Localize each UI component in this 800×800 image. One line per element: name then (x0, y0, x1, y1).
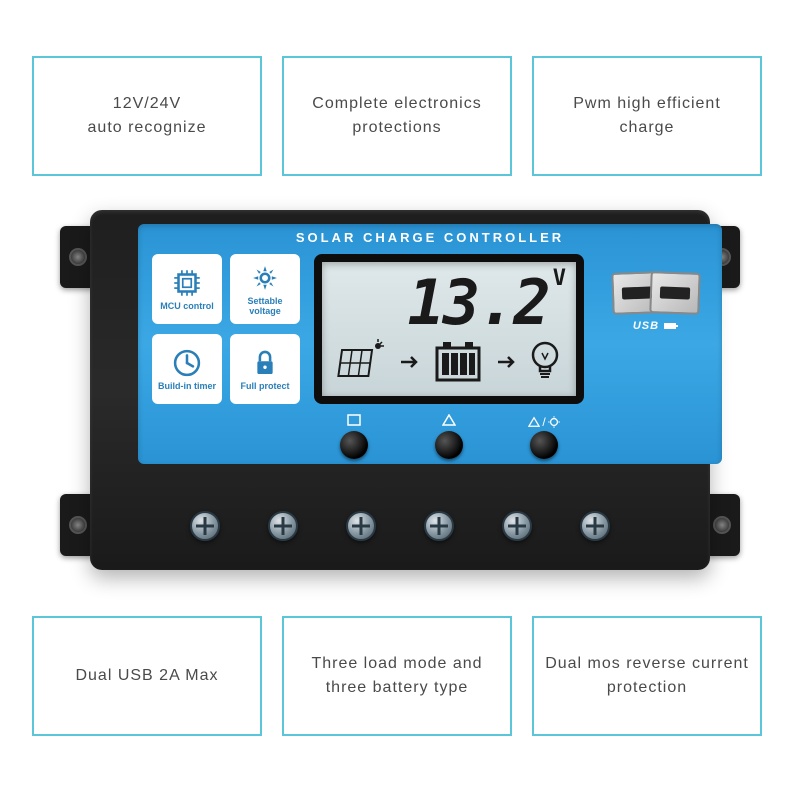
feature-text: Dual mos reverse current protection (544, 652, 750, 700)
bulb-icon (528, 337, 562, 387)
feature-pwm: Pwm high efficient charge (532, 56, 762, 176)
chip-icon (170, 266, 204, 300)
button-label (419, 414, 479, 429)
lcd-unit: V (553, 266, 564, 291)
battery-icon (431, 336, 485, 388)
terminal-screw[interactable] (502, 511, 532, 541)
up-button[interactable] (419, 414, 479, 459)
device-body: SOLAR CHARGE CONTROLLER (90, 210, 710, 570)
terminal-screw[interactable] (346, 511, 376, 541)
iconbox-label: Full protect (241, 382, 290, 392)
button-label (324, 414, 384, 429)
iconbox-voltage: Settable voltage (230, 254, 300, 324)
lcd-screen: 13.2V (314, 254, 584, 404)
button-circle (340, 431, 368, 459)
button-row: / (324, 414, 574, 459)
feature-load-mode: Three load mode and three battery type (282, 616, 512, 736)
blue-panel: SOLAR CHARGE CONTROLLER (138, 224, 722, 464)
terminal-screw[interactable] (268, 511, 298, 541)
lcd-value: 13.2 (407, 266, 548, 339)
usb-port[interactable] (649, 271, 700, 315)
terminal-screw[interactable] (580, 511, 610, 541)
lcd-reading: 13.2V (322, 266, 564, 339)
button-label: / (514, 415, 574, 429)
feature-text: Three load mode and three battery type (294, 652, 500, 700)
feature-auto-recognize: 12V/24Vauto recognize (32, 56, 262, 176)
solar-panel-icon (336, 336, 388, 388)
iconbox-label: Settable voltage (234, 297, 296, 317)
arrow-right-icon (496, 352, 518, 372)
feature-protections: Complete electronics protections (282, 56, 512, 176)
terminal-row (190, 506, 610, 546)
feature-text: Dual USB 2A Max (75, 664, 218, 688)
feature-text: Complete electronics protections (294, 92, 500, 140)
lcd-icon-row (336, 336, 562, 388)
button-circle (435, 431, 463, 459)
iconbox-mcu: MCU control (152, 254, 222, 324)
lock-icon (248, 346, 282, 380)
feature-text: Pwm high efficient charge (544, 92, 750, 140)
iconbox-label: MCU control (160, 302, 214, 312)
terminal-screw[interactable] (190, 511, 220, 541)
iconbox-protect: Full protect (230, 334, 300, 404)
device-illustration: SOLAR CHARGE CONTROLLER (60, 210, 740, 580)
panel-title: SOLAR CHARGE CONTROLLER (138, 230, 722, 245)
button-circle (530, 431, 558, 459)
usb-label: USB (633, 320, 679, 332)
down-light-button[interactable]: / (514, 415, 574, 459)
arrow-right-icon (399, 352, 421, 372)
menu-button[interactable] (324, 414, 384, 459)
terminal-screw[interactable] (424, 511, 454, 541)
feature-text: 12V/24Vauto recognize (88, 92, 207, 140)
usb-area: USB (604, 272, 708, 402)
clock-icon (170, 346, 204, 380)
feature-reverse-protect: Dual mos reverse current protection (532, 616, 762, 736)
iconbox-timer: Build-in timer (152, 334, 222, 404)
feature-dual-usb: Dual USB 2A Max (32, 616, 262, 736)
gear-icon (248, 261, 282, 295)
iconbox-label: Build-in timer (158, 382, 216, 392)
